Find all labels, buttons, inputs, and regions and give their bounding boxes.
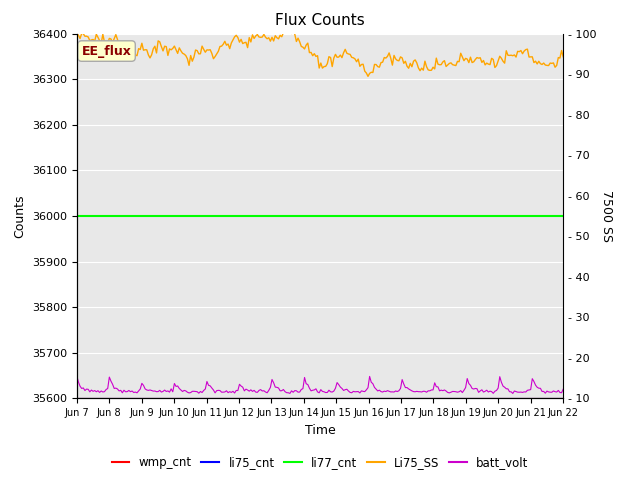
Title: Flux Counts: Flux Counts [275, 13, 365, 28]
Text: EE_flux: EE_flux [82, 45, 132, 58]
Legend: wmp_cnt, li75_cnt, li77_cnt, Li75_SS, batt_volt: wmp_cnt, li75_cnt, li77_cnt, Li75_SS, ba… [107, 452, 533, 474]
Y-axis label: Counts: Counts [13, 194, 26, 238]
Y-axis label: 7500 SS: 7500 SS [600, 190, 613, 242]
X-axis label: Time: Time [305, 424, 335, 437]
